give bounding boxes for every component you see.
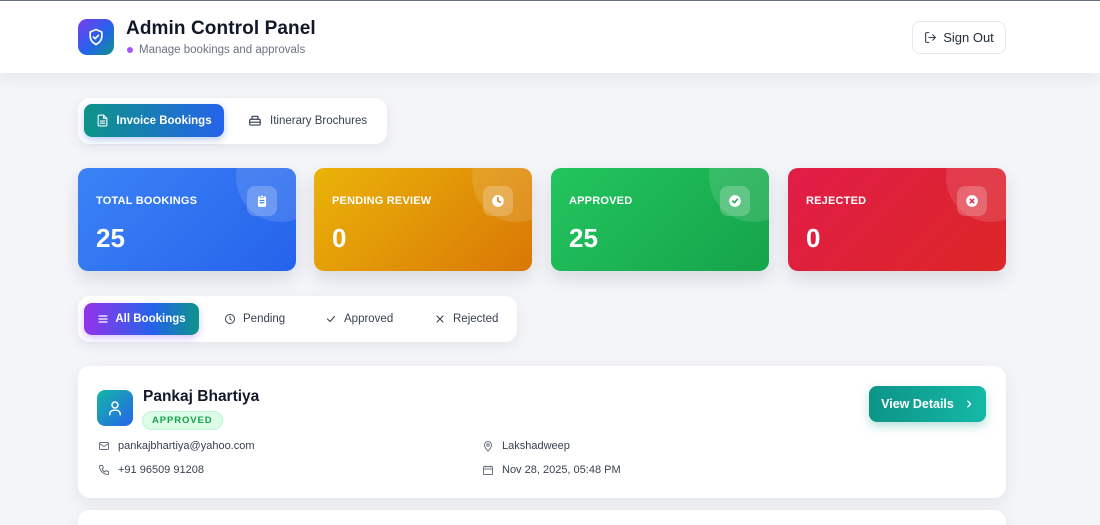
subtitle-text: Manage bookings and approvals — [139, 44, 306, 56]
stat-label: REJECTED — [806, 195, 867, 207]
booking-card-next — [78, 510, 1006, 525]
close-icon — [436, 315, 444, 323]
location-text: Lakshadweep — [502, 440, 570, 452]
filter-approved-label: Approved — [344, 313, 394, 325]
status-filter-bar: All Bookings Pending Approved Rejected — [78, 296, 517, 342]
phone-text: +91 96509 91208 — [118, 464, 204, 476]
filter-rejected[interactable]: Rejected — [434, 303, 498, 335]
stat-card-approved: APPROVED 25 — [551, 168, 769, 271]
clipboard-icon — [247, 186, 277, 216]
x-circle-icon — [957, 186, 987, 216]
chevron-right-icon — [966, 400, 972, 408]
email-text: pankajbhartiya@yahoo.com — [118, 440, 255, 452]
shield-logo-icon — [78, 19, 114, 55]
phone-icon — [99, 465, 109, 475]
stat-label: TOTAL BOOKINGS — [96, 195, 198, 207]
check-circle-icon — [720, 186, 750, 216]
tab-itinerary-label: Itinerary Brochures — [270, 114, 368, 127]
tab-invoice-bookings[interactable]: Invoice Bookings — [84, 104, 224, 137]
tab-invoice-label: Invoice Bookings — [116, 114, 212, 127]
date-text: Nov 28, 2025, 05:48 PM — [502, 464, 621, 476]
filter-pending[interactable]: Pending — [224, 303, 285, 335]
page-subtitle: Manage bookings and approvals — [127, 44, 305, 56]
mail-icon — [99, 442, 109, 450]
stat-card-rejected: REJECTED 0 — [788, 168, 1006, 271]
stat-card-total: TOTAL BOOKINGS 25 — [78, 168, 296, 271]
booking-date: Nov 28, 2025, 05:48 PM — [482, 464, 621, 476]
clock-icon — [225, 314, 235, 324]
filter-all-bookings[interactable]: All Bookings — [84, 303, 199, 335]
status-dot — [127, 47, 133, 53]
main-tabs: Invoice Bookings Itinerary Brochures — [78, 98, 387, 144]
tab-itinerary-brochures[interactable]: Itinerary Brochures — [238, 104, 377, 137]
stat-label: PENDING REVIEW — [332, 195, 432, 207]
stat-value: 0 — [332, 223, 347, 253]
map-pin-icon — [483, 441, 493, 452]
document-icon — [98, 114, 108, 127]
stat-card-pending: PENDING REVIEW 0 — [314, 168, 532, 271]
stat-value: 25 — [96, 223, 125, 253]
filter-pending-label: Pending — [243, 313, 286, 325]
page-title: Admin Control Panel — [126, 18, 316, 39]
view-details-label: View Details — [881, 397, 954, 411]
customer-name: Pankaj Bhartiya — [143, 388, 260, 405]
calendar-icon — [483, 465, 493, 475]
stat-value: 25 — [569, 223, 598, 253]
check-icon — [326, 315, 336, 323]
booking-location: Lakshadweep — [482, 440, 570, 452]
app-header: Admin Control Panel Manage bookings and … — [0, 1, 1100, 73]
customer-email: pankajbhartiya@yahoo.com — [98, 440, 255, 452]
filter-rejected-label: Rejected — [453, 313, 499, 325]
list-icon — [98, 315, 108, 323]
status-badge: APPROVED — [142, 411, 223, 430]
filter-approved[interactable]: Approved — [325, 303, 393, 335]
top-border — [0, 0, 1100, 1]
stat-value: 0 — [806, 223, 821, 253]
booking-card: Pankaj Bhartiya APPROVED View Details pa… — [78, 366, 1006, 498]
user-avatar-icon — [97, 390, 133, 426]
sign-out-button[interactable]: Sign Out — [912, 21, 1006, 54]
logout-icon — [925, 32, 937, 43]
view-details-button[interactable]: View Details — [869, 386, 986, 422]
stat-label: APPROVED — [569, 195, 633, 207]
customer-phone: +91 96509 91208 — [98, 464, 204, 476]
clock-icon — [483, 186, 513, 216]
printer-icon — [249, 115, 261, 126]
sign-out-label: Sign Out — [943, 30, 994, 45]
filter-all-label: All Bookings — [115, 313, 186, 325]
